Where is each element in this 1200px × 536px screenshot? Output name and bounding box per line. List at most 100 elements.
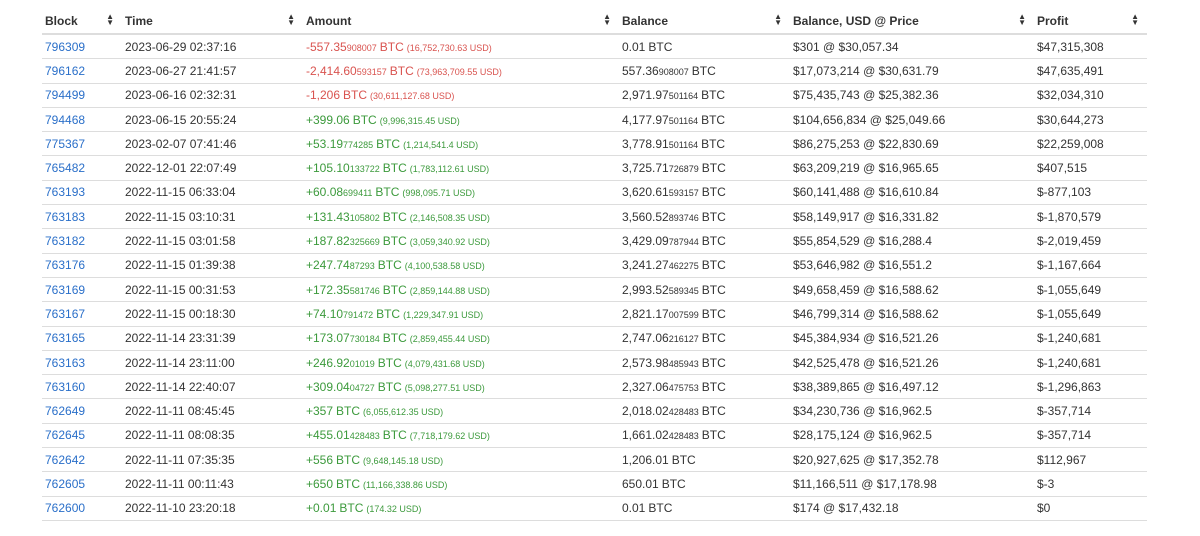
col-header-time[interactable]: Time ▲ ▼ [122, 8, 303, 35]
balance-usd-cell: $58,149,917 @ $16,331.82 [790, 204, 1034, 229]
amount-unit: BTC [343, 88, 368, 103]
balance-unit: BTC [661, 476, 686, 491]
amount-usd: (73,963,709.55 USD) [416, 66, 502, 77]
amount-usd: (3,059,340.92 USD) [409, 237, 490, 248]
amount-cell: +131.43105802 BTC (2,146,508.35 USD) [303, 204, 619, 229]
amount-satoshi: 593157 [356, 66, 387, 77]
block-cell: 762642 [42, 447, 122, 472]
table-row: 762600 2022-11-10 23:20:18 +0.01 BTC (174.32… [42, 495, 1147, 521]
profit-cell: $-357,714 [1034, 422, 1147, 448]
time-cell: 2023-06-29 02:37:16 [122, 33, 303, 59]
time-cell: 2023-06-16 02:32:31 [122, 82, 303, 108]
col-header-balance-usd[interactable]: Balance, USD @ Price ▲ ▼ [790, 8, 1034, 35]
block-link[interactable]: 763176 [45, 258, 86, 273]
balance-main: 0.01 [622, 501, 646, 516]
time-cell: 2022-11-10 23:20:18 [122, 495, 303, 521]
balance-cell: 2,747.06216127 BTC [619, 325, 790, 351]
amount-unit: BTC [375, 185, 400, 200]
block-link[interactable]: 763169 [45, 282, 86, 297]
balance-unit: BTC [701, 428, 726, 443]
amount-unit: BTC [377, 355, 402, 370]
balance-satoshi: 908007 [658, 66, 689, 77]
amount-cell: -2,414.60593157 BTC (73,963,709.55 USD) [303, 58, 619, 84]
block-link[interactable]: 775367 [45, 136, 86, 151]
amount-unit: BTC [352, 112, 377, 127]
profit-cell: $-357,714 [1034, 398, 1147, 424]
amount-main: +187.82 [306, 234, 350, 249]
time-cell: 2022-11-15 03:10:31 [122, 204, 303, 229]
block-link[interactable]: 762645 [45, 428, 86, 443]
amount-main: +247.74 [306, 258, 350, 273]
balance-main: 3,429.09 [622, 234, 669, 249]
balance-main: 2,993.52 [622, 282, 669, 297]
balance-usd-cell: $49,658,459 @ $16,588.62 [790, 276, 1034, 302]
balance-main: 3,241.27 [622, 258, 669, 273]
col-header-label: Balance [622, 13, 669, 28]
block-link[interactable]: 763193 [45, 185, 86, 200]
block-link[interactable]: 763167 [45, 306, 86, 321]
block-link[interactable]: 796162 [45, 63, 86, 78]
table-row: 796309 2023-06-29 02:37:16 -557.35908007 BT… [42, 33, 1147, 59]
block-link[interactable]: 762605 [45, 476, 86, 491]
amount-usd: (4,100,538.58 USD) [404, 261, 485, 272]
balance-usd-cell: $34,230,736 @ $16,962.5 [790, 398, 1034, 424]
balance-main: 3,620.61 [622, 185, 669, 200]
profit-cell: $32,034,310 [1034, 82, 1147, 108]
block-link[interactable]: 763182 [45, 234, 86, 249]
sort-arrows-icon[interactable]: ▲ ▼ [774, 12, 782, 27]
sort-arrows-icon[interactable]: ▲ ▼ [106, 12, 114, 27]
amount-usd: (998,095.71 USD) [402, 188, 475, 199]
balance-cell: 2,573.98485943 BTC [619, 349, 790, 375]
col-header-profit[interactable]: Profit ▲ ▼ [1034, 8, 1147, 35]
amount-satoshi: 87293 [349, 261, 375, 272]
col-header-label: Amount [306, 13, 352, 28]
sort-arrows-icon[interactable]: ▲ ▼ [1018, 12, 1026, 27]
sort-arrows-icon[interactable]: ▲ ▼ [287, 12, 295, 27]
amount-usd: (16,752,730.63 USD) [406, 42, 492, 53]
profit-cell: $47,635,491 [1034, 58, 1147, 84]
balance-unit: BTC [671, 452, 696, 467]
profit-cell: $-1,870,579 [1034, 204, 1147, 229]
balance-satoshi: 475753 [668, 382, 699, 393]
col-header-balance[interactable]: Balance ▲ ▼ [619, 8, 790, 35]
balance-main: 3,725.71 [622, 161, 669, 176]
amount-usd: (1,783,112.61 USD) [409, 164, 490, 175]
block-link[interactable]: 763163 [45, 355, 86, 370]
amount-cell: +399.06 BTC (9,996,315.45 USD) [303, 106, 619, 132]
block-link[interactable]: 796309 [45, 39, 86, 54]
col-header-block[interactable]: Block ▲ ▼ [42, 8, 122, 35]
block-link[interactable]: 762649 [45, 404, 86, 419]
balance-satoshi: 893746 [668, 212, 699, 223]
amount-unit: BTC [377, 379, 402, 394]
block-link[interactable]: 763183 [45, 209, 86, 224]
block-link[interactable]: 763160 [45, 379, 86, 394]
amount-usd: (11,166,338.86 USD) [363, 479, 448, 490]
balance-usd-cell: $55,854,529 @ $16,288.4 [790, 228, 1034, 254]
block-link[interactable]: 794499 [45, 88, 86, 103]
block-cell: 762645 [42, 422, 122, 448]
sort-arrows-icon[interactable]: ▲ ▼ [603, 12, 611, 27]
amount-usd: (1,229,347.91 USD) [403, 309, 484, 320]
balance-satoshi: 787944 [668, 237, 699, 248]
balance-usd-cell: $38,389,865 @ $16,497.12 [790, 374, 1034, 399]
amount-main: +357 [306, 404, 334, 419]
balance-cell: 650.01 BTC [619, 471, 790, 497]
block-link[interactable]: 763165 [45, 331, 86, 346]
sort-arrows-icon[interactable]: ▲ ▼ [1131, 12, 1139, 27]
balance-main: 557.36 [622, 63, 659, 78]
time-cell: 2022-11-11 00:11:43 [122, 471, 303, 497]
time-cell: 2022-11-15 06:33:04 [122, 179, 303, 205]
amount-satoshi: 133722 [349, 164, 380, 175]
balance-usd-cell: $46,799,314 @ $16,588.62 [790, 301, 1034, 327]
block-link[interactable]: 765482 [45, 161, 86, 176]
col-header-amount[interactable]: Amount ▲ ▼ [303, 8, 619, 35]
table-row: 763165 2022-11-14 23:31:39 +173.07730184 BT… [42, 325, 1147, 351]
balance-usd-cell: $104,656,834 @ $25,049.66 [790, 106, 1034, 132]
table-row: 762642 2022-11-11 07:35:35 +556 BTC (9,648,1… [42, 447, 1147, 472]
block-link[interactable]: 762600 [45, 501, 86, 516]
block-cell: 763160 [42, 374, 122, 399]
block-link[interactable]: 794468 [45, 112, 86, 127]
balance-main: 3,560.52 [622, 209, 669, 224]
amount-usd: (7,718,179.62 USD) [409, 431, 490, 442]
block-link[interactable]: 762642 [45, 452, 86, 467]
